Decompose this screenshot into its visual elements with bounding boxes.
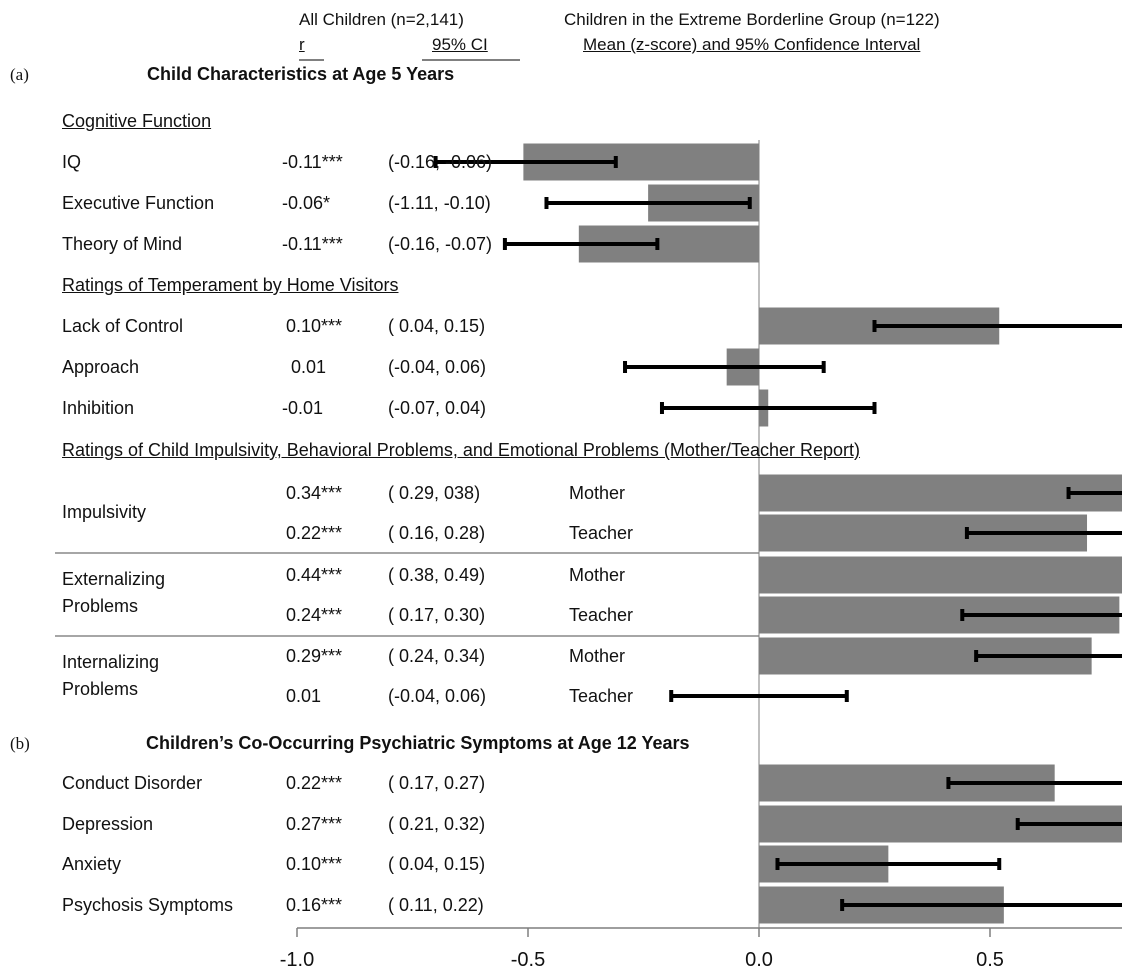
group-externalizing-line2: Problems: [62, 596, 139, 616]
section-temperament: Ratings of Temperament by Home Visitors: [62, 275, 399, 295]
row-r: 0.01: [286, 686, 322, 706]
row-r: 0.22***: [286, 773, 343, 793]
header-extreme-group: Children in the Extreme Borderline Group…: [564, 10, 940, 29]
row-label: Conduct Disorder: [62, 773, 203, 793]
row-ci: ( 0.04, 0.15): [388, 854, 486, 874]
row-r: 0.34***: [286, 483, 343, 503]
row-r: 0.01: [291, 357, 327, 377]
group-internalizing-line2: Problems: [62, 679, 139, 699]
row-r: 0.24***: [286, 605, 343, 625]
row-r: -0.11***: [282, 152, 343, 172]
row-r: -0.01: [282, 398, 324, 418]
row-r: -0.06*: [282, 193, 331, 213]
header-all-children: All Children (n=2,141): [299, 10, 464, 29]
row-label: IQ: [62, 152, 82, 172]
x-tick-label: 0.5: [976, 949, 1004, 971]
row-ci: (-0.04, 0.06): [388, 357, 487, 377]
row-reporter: Mother: [569, 565, 626, 585]
row-label: Lack of Control: [62, 316, 184, 336]
row-label: Depression: [62, 814, 154, 834]
bar: [759, 474, 1122, 512]
row-ci: ( 0.38, 0.49): [388, 565, 486, 585]
header-mean-ci: Mean (z-score) and 95% Confidence Interv…: [583, 35, 921, 54]
row-r: 0.29***: [286, 646, 343, 666]
panel-b-label: (b): [10, 734, 30, 753]
row-label: Anxiety: [62, 854, 122, 874]
header-col-ci: 95% CI: [432, 35, 488, 54]
row-reporter: Teacher: [569, 523, 634, 543]
row-label: Theory of Mind: [62, 234, 183, 254]
row-ci: ( 0.11, 0.22): [388, 895, 484, 915]
row-r: 0.27***: [286, 814, 343, 834]
panel-a-label: (a): [10, 65, 29, 84]
group-internalizing-line1: Internalizing: [62, 652, 160, 672]
row-r: 0.10***: [286, 854, 343, 874]
row-ci: (-0.16, -0.07): [388, 234, 493, 254]
row-reporter: Teacher: [569, 605, 634, 625]
section-cognitive: Cognitive Function: [62, 111, 212, 131]
x-tick-label: -1.0: [280, 949, 314, 971]
row-ci: (-1.11, -0.10): [388, 193, 491, 213]
row-ci: ( 0.04, 0.15): [388, 316, 486, 336]
x-tick-label: 0.0: [745, 949, 773, 971]
group-externalizing-line1: Externalizing: [62, 569, 166, 589]
row-reporter: Mother: [569, 646, 626, 666]
row-ci: ( 0.17, 0.30): [388, 605, 486, 625]
header-col-r: r: [299, 35, 305, 54]
row-ci: ( 0.29, 038): [388, 483, 481, 503]
panel-b-title: Children’s Co-Occurring Psychiatric Symp…: [146, 733, 690, 753]
bar: [759, 556, 1122, 594]
row-r: 0.22***: [286, 523, 343, 543]
row-r: 0.16***: [286, 895, 343, 915]
row-r: 0.44***: [286, 565, 343, 585]
row-ci: ( 0.16, 0.28): [388, 523, 486, 543]
row-ci: (-0.04, 0.06): [388, 686, 487, 706]
row-ci: ( 0.17, 0.27): [388, 773, 486, 793]
row-r: -0.11***: [282, 234, 343, 254]
row-ci: (-0.16, -0.06): [388, 152, 493, 172]
row-ci: ( 0.24, 0.34): [388, 646, 486, 666]
x-tick-label: -0.5: [511, 949, 545, 971]
row-label: Executive Function: [62, 193, 215, 213]
row-ci: ( 0.21, 0.32): [388, 814, 486, 834]
row-ci: (-0.07, 0.04): [388, 398, 487, 418]
row-label: Approach: [62, 357, 140, 377]
row-label: Psychosis Symptoms: [62, 895, 234, 915]
row-reporter: Mother: [569, 483, 626, 503]
panel-a-title: Child Characteristics at Age 5 Years: [147, 64, 455, 84]
row-reporter: Teacher: [569, 686, 634, 706]
group-impulsivity: Impulsivity: [62, 502, 147, 522]
section-problems: Ratings of Child Impulsivity, Behavioral…: [62, 440, 861, 460]
row-r: 0.10***: [286, 316, 343, 336]
row-label: Inhibition: [62, 398, 135, 418]
